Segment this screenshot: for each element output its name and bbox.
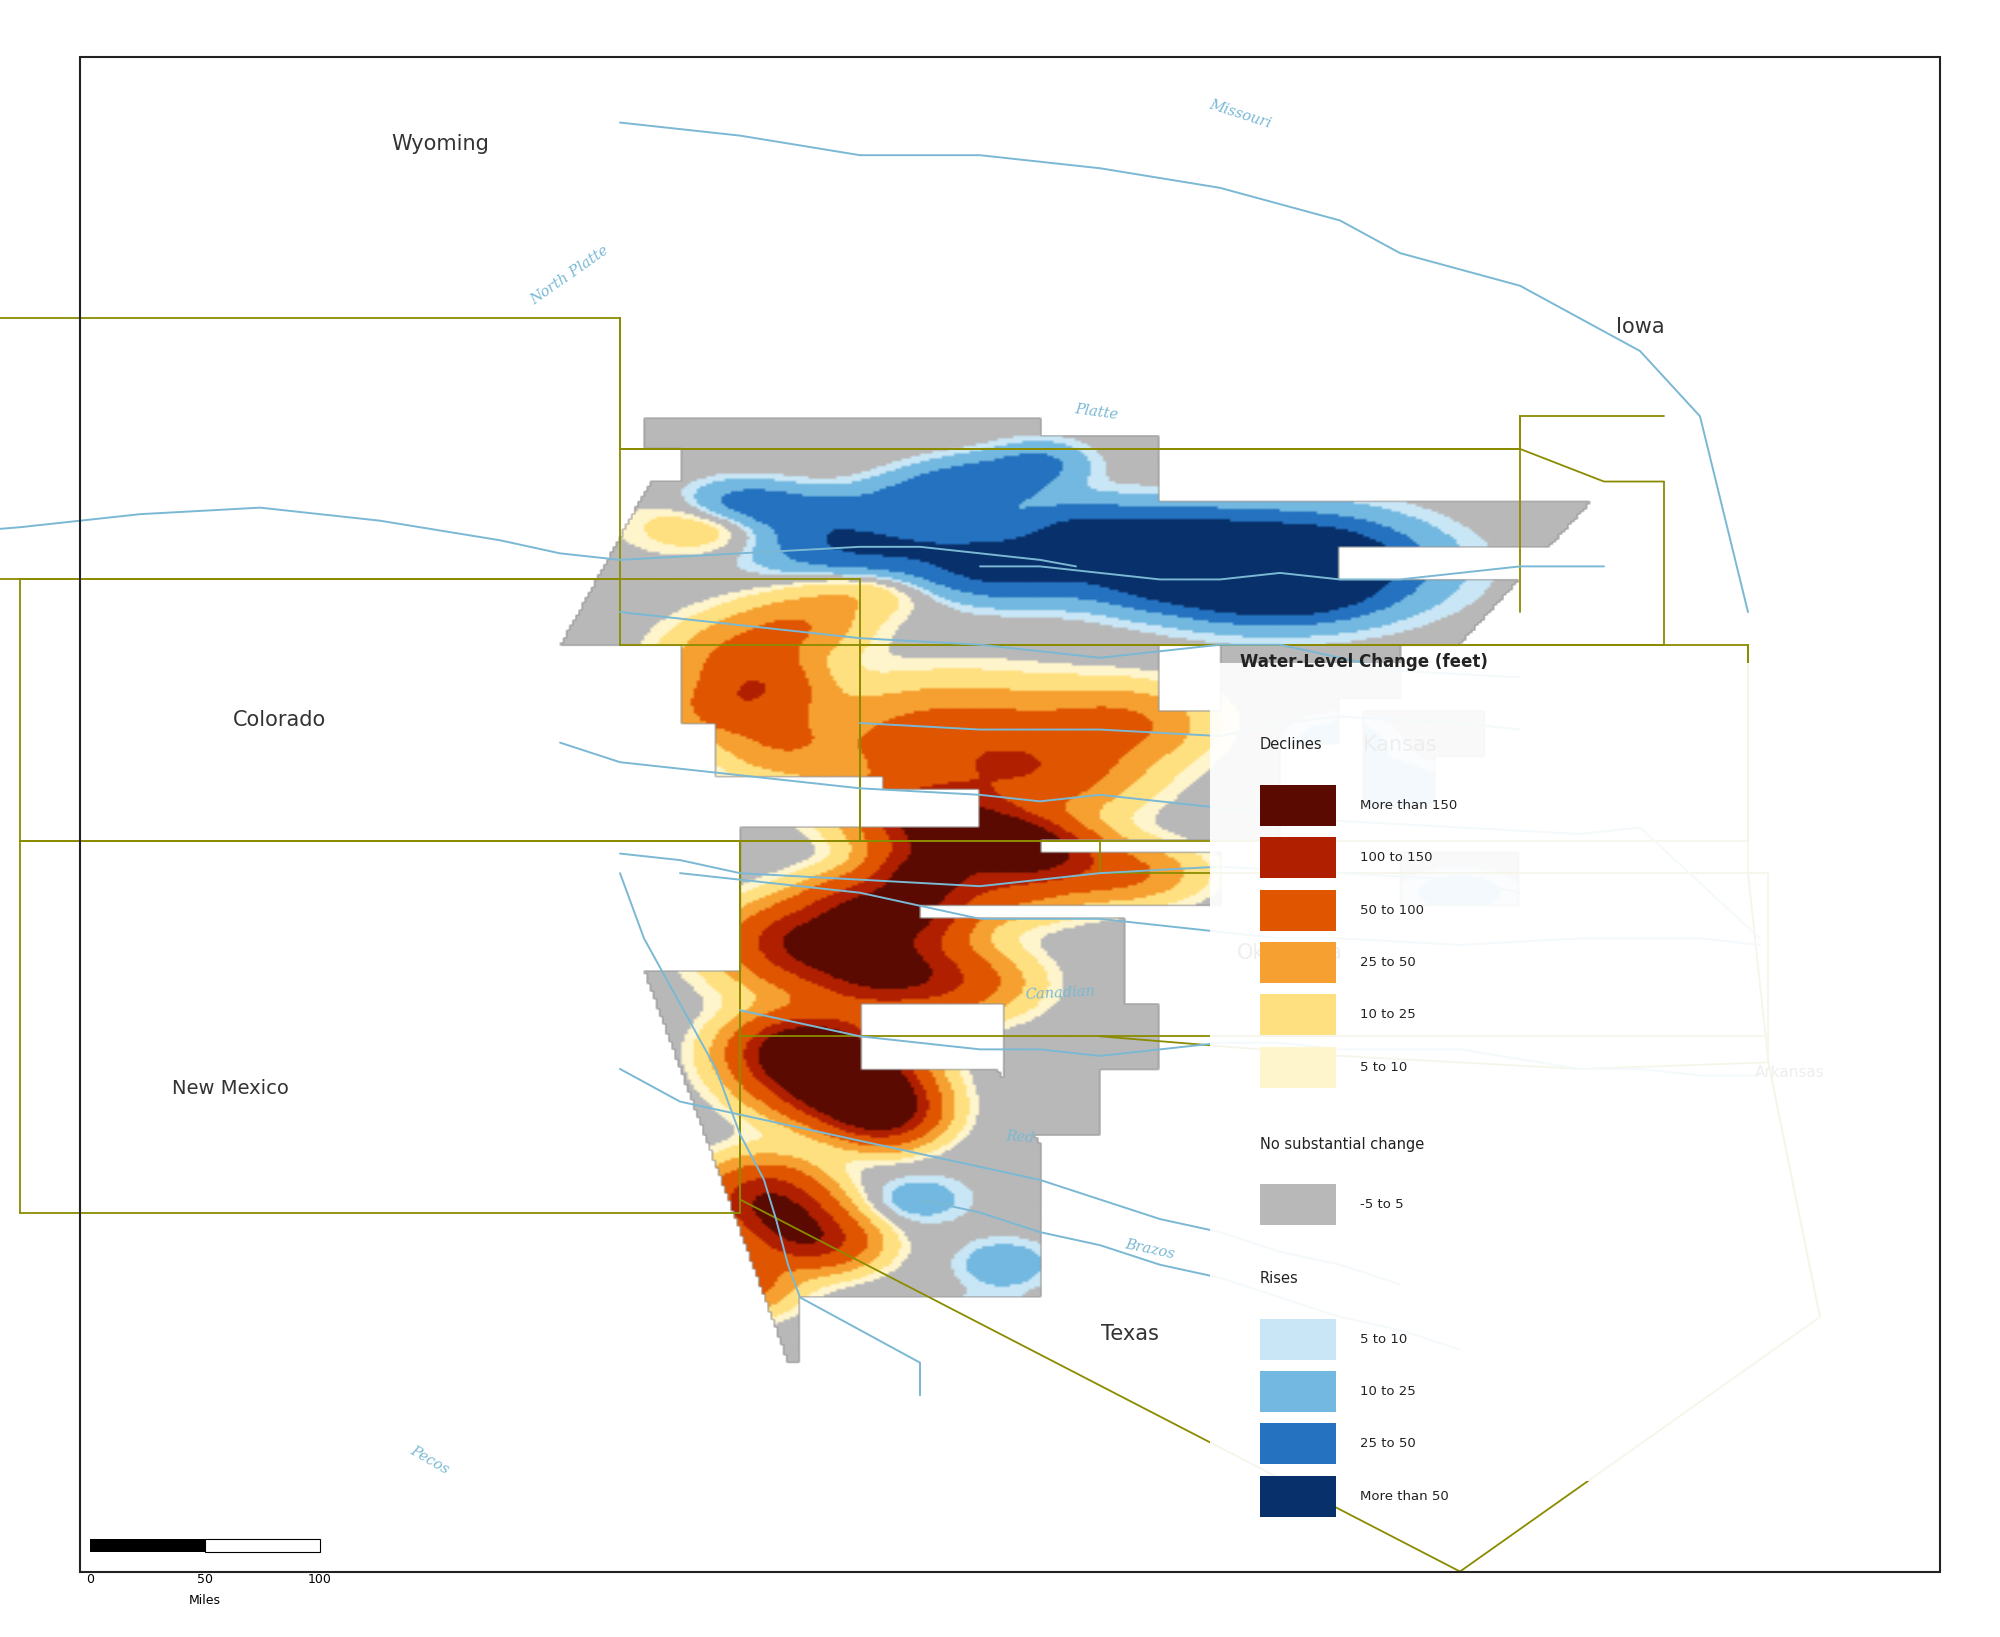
Text: Brazos: Brazos [1124, 1238, 1176, 1260]
Bar [1210, 663, 1920, 1481]
Text: Miles: Miles [190, 1594, 222, 1608]
Bar [1260, 995, 1336, 1036]
Text: More than 50: More than 50 [1360, 1490, 1448, 1503]
Bar [1260, 943, 1336, 982]
Text: 25 to 50: 25 to 50 [1360, 1437, 1416, 1450]
Text: Texas: Texas [1102, 1324, 1158, 1344]
Text: 10 to 25: 10 to 25 [1360, 1008, 1416, 1021]
Text: 50: 50 [198, 1573, 214, 1586]
Bar [1260, 1372, 1336, 1411]
Text: New Mexico: New Mexico [172, 1079, 288, 1098]
Bar [1260, 1048, 1336, 1089]
Text: North Platte: North Platte [528, 242, 612, 308]
Bar [1260, 786, 1336, 827]
Bar [1260, 1424, 1336, 1465]
Bar [1260, 1319, 1336, 1360]
Text: 100: 100 [308, 1573, 332, 1586]
Text: Canadian: Canadian [1024, 985, 1096, 1002]
Text: Kansas: Kansas [1364, 735, 1436, 755]
Text: Pecos: Pecos [408, 1444, 452, 1477]
Text: Rises: Rises [1260, 1270, 1298, 1287]
Text: Platte: Platte [1074, 403, 1118, 422]
Text: Red: Red [1004, 1130, 1036, 1146]
Bar [206, 1539, 320, 1552]
Text: 5 to 10: 5 to 10 [1360, 1333, 1408, 1346]
Bar [1260, 1185, 1336, 1226]
Bar [1260, 1477, 1336, 1517]
Text: Colorado: Colorado [234, 710, 326, 730]
Text: -5 to 5: -5 to 5 [1360, 1198, 1404, 1211]
Text: Wyoming: Wyoming [392, 134, 488, 154]
Bar [1260, 891, 1336, 931]
Text: No substantial change: No substantial change [1260, 1136, 1424, 1152]
Text: 50 to 100: 50 to 100 [1360, 904, 1424, 917]
Text: Missouri: Missouri [1208, 98, 1272, 131]
Text: Iowa: Iowa [1616, 318, 1664, 337]
Text: More than 150: More than 150 [1360, 799, 1458, 812]
Text: 25 to 50: 25 to 50 [1360, 956, 1416, 969]
Text: 0: 0 [86, 1573, 94, 1586]
Bar [1260, 838, 1336, 879]
Text: 5 to 10: 5 to 10 [1360, 1061, 1408, 1074]
Bar [90, 1539, 206, 1552]
Text: Oklahoma: Oklahoma [1238, 943, 1342, 963]
Text: 100 to 150: 100 to 150 [1360, 851, 1432, 864]
Text: Declines: Declines [1260, 737, 1322, 753]
Text: Water-Level Change (feet): Water-Level Change (feet) [1240, 653, 1488, 671]
Text: 10 to 25: 10 to 25 [1360, 1385, 1416, 1398]
Text: Arkansas: Arkansas [1756, 1064, 1824, 1080]
